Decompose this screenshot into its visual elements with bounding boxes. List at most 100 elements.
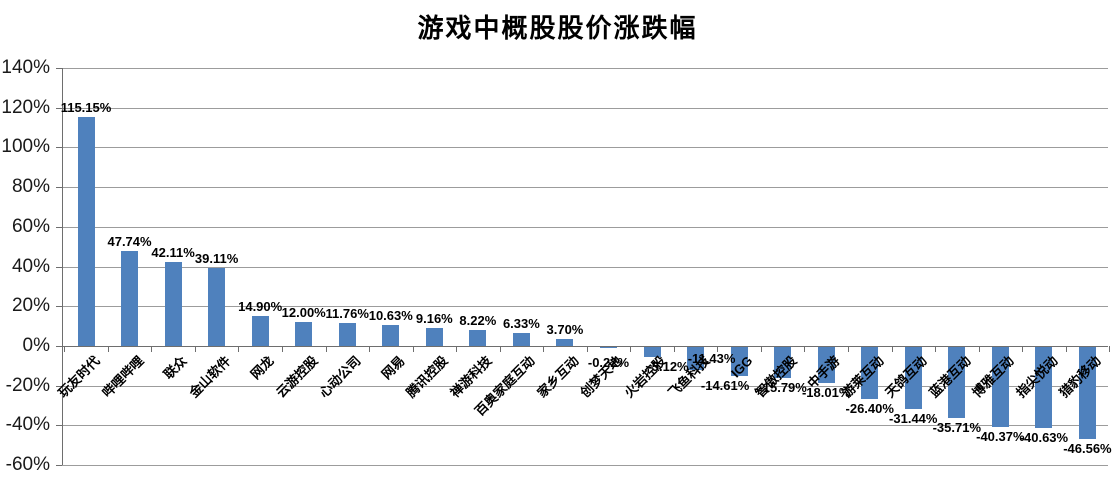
y-axis-line <box>62 68 63 465</box>
data-label: -31.44% <box>889 410 938 426</box>
x-axis-tick <box>64 345 66 352</box>
y-gridline <box>62 107 1108 109</box>
bar <box>861 346 879 399</box>
y-axis-tick <box>56 266 62 268</box>
x-axis-tick <box>804 345 806 352</box>
y-gridline <box>62 425 1108 427</box>
y-axis-label: 140% <box>1 57 50 78</box>
y-axis-tick <box>56 345 62 347</box>
y-axis-tick <box>56 107 62 109</box>
category-label: 网易 <box>378 352 408 382</box>
data-label: 14.90% <box>238 298 283 314</box>
data-label: 39.11% <box>194 250 239 266</box>
data-label: 47.74% <box>107 233 152 249</box>
x-axis-tick <box>717 345 719 352</box>
bar <box>774 346 792 378</box>
bar <box>121 250 139 346</box>
category-label: 金山软件 <box>185 352 234 401</box>
x-axis-tick <box>456 345 458 352</box>
bar <box>643 346 661 357</box>
data-label: 3.70% <box>546 321 584 337</box>
x-axis-tick <box>238 345 240 352</box>
y-axis-label: 40% <box>11 255 50 277</box>
data-label: -14.61% <box>700 377 750 393</box>
bar <box>599 346 617 348</box>
y-axis-label: 0% <box>22 334 50 356</box>
data-label: 42.11% <box>151 244 195 260</box>
data-label: -18.01% <box>801 384 851 400</box>
category-label: 联众 <box>160 352 190 382</box>
bar <box>730 346 748 376</box>
x-axis-tick <box>194 345 196 352</box>
category-label: 哔哩哔哩 <box>98 352 147 401</box>
y-axis-tick <box>56 187 62 189</box>
bar <box>1078 346 1096 439</box>
y-axis-tick <box>56 425 62 427</box>
x-axis-tick <box>1022 345 1024 352</box>
y-axis-label: 100% <box>1 136 50 158</box>
bar <box>382 324 400 346</box>
category-label: 腾讯控股 <box>403 352 451 401</box>
bar <box>164 261 182 346</box>
x-axis-tick <box>978 345 980 352</box>
bar <box>556 338 574 346</box>
data-label: -5.12% <box>647 358 689 374</box>
y-axis-label: -20% <box>5 374 50 396</box>
x-axis-tick <box>499 345 501 352</box>
bar <box>512 332 530 346</box>
bar <box>1035 346 1053 428</box>
bar <box>469 329 487 346</box>
bar <box>991 346 1009 427</box>
y-axis-tick <box>56 147 62 149</box>
x-axis-tick <box>673 345 675 352</box>
x-axis-tick <box>1109 345 1111 352</box>
y-gridline <box>62 68 1108 69</box>
x-axis-tick <box>891 345 893 352</box>
y-gridline <box>62 187 1108 189</box>
data-label: -46.56% <box>1063 440 1112 456</box>
bar <box>687 346 705 370</box>
y-axis-label: 80% <box>11 176 50 198</box>
x-axis-tick <box>151 345 153 352</box>
x-axis-line <box>62 345 1108 347</box>
y-axis-label: 60% <box>11 215 50 237</box>
category-label: 家乡互动 <box>534 352 582 401</box>
y-axis-tick <box>56 226 62 228</box>
bar <box>338 322 356 346</box>
bar <box>208 267 226 346</box>
y-gridline <box>62 385 1108 387</box>
data-label: 10.63% <box>368 307 413 323</box>
y-axis-label: -40% <box>5 414 50 436</box>
data-label: -26.40% <box>845 400 894 416</box>
data-label: -0.22% <box>587 354 630 370</box>
data-label: 12.00% <box>281 304 326 320</box>
y-axis-tick <box>56 306 62 308</box>
y-axis-tick <box>56 68 62 69</box>
category-label: 心动公司 <box>316 352 364 401</box>
bar <box>904 346 922 409</box>
y-gridline <box>62 226 1108 228</box>
bar <box>251 315 269 346</box>
x-axis-tick <box>586 345 588 352</box>
data-label: 6.33% <box>502 315 540 331</box>
x-axis-tick <box>1065 345 1067 352</box>
data-label: -35.71% <box>932 419 982 435</box>
y-axis-label: 20% <box>11 295 50 317</box>
x-axis-tick <box>282 345 283 352</box>
y-gridline <box>62 266 1108 268</box>
y-gridline <box>62 465 1108 466</box>
x-axis-tick <box>630 345 632 352</box>
x-axis-tick <box>848 345 850 352</box>
bar <box>948 346 966 418</box>
data-label: -15.79% <box>758 379 807 395</box>
x-axis-tick <box>325 345 327 352</box>
y-axis-tick <box>56 385 62 387</box>
bar <box>817 346 835 383</box>
y-axis-tick <box>56 465 62 466</box>
x-axis-tick <box>935 345 937 352</box>
data-label: -11.43% <box>687 350 736 366</box>
data-label: -40.37% <box>976 428 1025 444</box>
data-label: 9.16% <box>415 310 453 326</box>
data-label: 8.22% <box>459 312 497 328</box>
